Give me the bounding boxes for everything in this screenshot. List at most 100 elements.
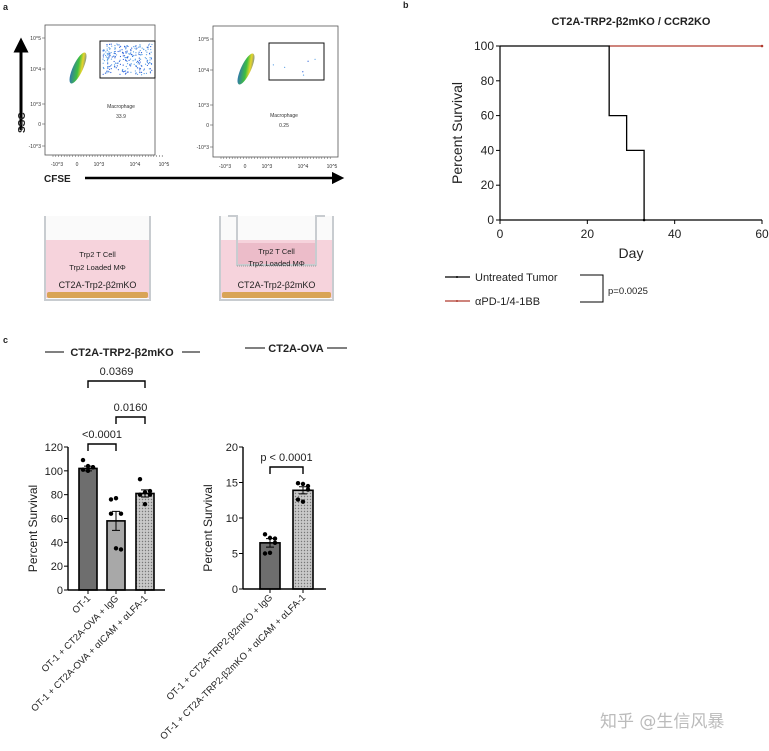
event-dot: [135, 72, 137, 74]
event-dot: [139, 49, 141, 52]
bar: [135, 492, 155, 591]
event-dot: [135, 54, 137, 56]
event-dot: [106, 54, 108, 56]
p-value-label: p < 0.0001: [260, 452, 312, 464]
event-dot: [139, 61, 141, 63]
x-tick-label: -10^3: [51, 162, 64, 168]
gate-value: 0.25: [279, 123, 289, 129]
event-dot: [126, 45, 128, 47]
well-1: Trp2 T Cell Trp2 Loaded MΦ CT2A-Trp2-β2mKO: [44, 216, 151, 301]
event-dot: [140, 74, 143, 76]
data-point: [300, 499, 306, 504]
y-tick-label: 0: [57, 585, 63, 597]
event-dot: [136, 47, 138, 49]
event-dot: [102, 54, 104, 56]
event-dot: [140, 71, 143, 73]
event-dot: [110, 51, 112, 54]
event-dot: [105, 56, 107, 58]
event-dot: [115, 67, 117, 69]
event-dot: [108, 71, 110, 73]
event-dot: [114, 48, 116, 50]
event-dot: [136, 73, 139, 75]
event-dot: [114, 44, 116, 47]
data-point: [80, 467, 86, 472]
event-dot: [149, 68, 151, 70]
error-bar: [112, 510, 120, 531]
event-dot: [114, 55, 116, 58]
event-dot: [119, 73, 121, 75]
data-point: [305, 483, 311, 489]
event-dot: [122, 64, 124, 66]
x-tick-label: 0: [244, 164, 247, 170]
event-dot: [146, 64, 148, 67]
event-dot: [105, 51, 107, 53]
event-dot: [128, 53, 130, 55]
event-dot: [126, 57, 128, 59]
flow-cytometry-plots: 10^5 10^4 10^3 0 -10^3 -10^3 0 10^3 10^4 10^5 Macr…: [29, 24, 339, 170]
y-tick-label: -10^3: [29, 144, 42, 150]
event-dot: [113, 51, 116, 53]
event-dot: [314, 58, 316, 60]
well-text-line2: Trp2 Loaded MΦ: [69, 263, 126, 272]
data-point: [137, 492, 143, 497]
event-dot: [125, 57, 127, 59]
event-dot: [148, 44, 150, 46]
event-dot: [132, 46, 135, 48]
event-dot: [102, 50, 104, 52]
y-tick-label: 60: [481, 109, 495, 123]
event-dot: [134, 59, 136, 61]
event-dot: [146, 61, 149, 64]
event-dot: [149, 59, 151, 61]
event-dot: [109, 54, 111, 56]
data-point: [272, 536, 278, 541]
event-dot: [111, 56, 113, 58]
event-dot: [119, 49, 121, 51]
data-point: [262, 532, 268, 537]
cell-population: [237, 53, 255, 85]
p-value-label: 0.0369: [100, 366, 134, 378]
event-dot: [106, 52, 108, 55]
well-cell-line: CT2A-Trp2-β2mKO: [59, 280, 137, 290]
event-dot: [144, 63, 147, 65]
event-dot: [137, 63, 139, 65]
data-point: [147, 492, 153, 497]
panel-label-b: b: [403, 0, 409, 10]
event-dot: [110, 64, 113, 66]
event-dot: [107, 61, 109, 63]
y-tick-label: 40: [481, 143, 495, 157]
data-point: [113, 546, 119, 551]
event-dot: [132, 55, 134, 57]
data-point: [147, 488, 153, 494]
event-dot: [106, 72, 108, 74]
plot-frame: [212, 25, 339, 158]
event-dot: [146, 51, 148, 53]
legend-marker: [456, 276, 458, 278]
event-dot: [130, 63, 132, 65]
event-dot: [151, 69, 153, 71]
event-dot: [125, 60, 127, 62]
event-dot: [144, 57, 146, 59]
chart-title: CT2A-TRP2-β2mKO / CCR2KO: [552, 16, 711, 28]
event-dot: [125, 65, 127, 68]
data-point: [305, 487, 311, 492]
gate-name: Macrophage: [107, 104, 135, 110]
chart-title: CT2A-TRP2-β2mKO: [70, 347, 174, 359]
event-dot: [130, 49, 132, 51]
event-dot: [114, 53, 116, 55]
gate-value: 33.9: [116, 114, 126, 120]
event-dot: [126, 52, 128, 54]
event-dot: [132, 60, 134, 62]
p-value-label: <0.0001: [82, 429, 122, 441]
event-dot: [125, 47, 127, 49]
event-dot: [109, 52, 111, 54]
event-dot: [122, 55, 124, 57]
x-tick-label: 0: [76, 162, 79, 168]
event-dot: [139, 68, 142, 70]
censor-mark: [642, 218, 646, 222]
data-point: [85, 468, 91, 474]
event-dot: [122, 71, 125, 73]
y-tick-label: 0: [206, 123, 209, 129]
event-dot: [117, 69, 120, 71]
y-tick-label: 60: [51, 514, 63, 526]
x-tick-label: 10^5: [159, 162, 170, 168]
